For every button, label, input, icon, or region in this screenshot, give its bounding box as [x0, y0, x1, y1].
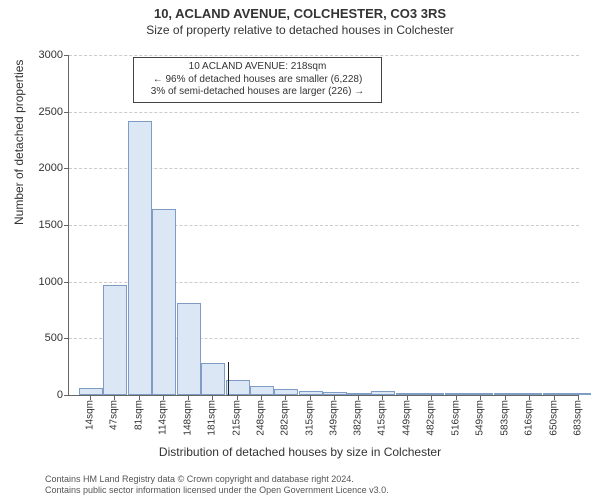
y-tick-mark — [64, 395, 69, 396]
footer-line2: Contains public sector information licen… — [45, 485, 389, 496]
histogram-bar — [494, 393, 518, 395]
histogram-bar — [274, 389, 298, 395]
x-tick-label: 14sqm — [85, 400, 96, 430]
annotation-line3: 3% of semi-detached houses are larger (2… — [140, 86, 375, 99]
y-tick-label: 0 — [13, 389, 63, 401]
x-tick-label: 349sqm — [329, 400, 340, 436]
x-tick-label: 114sqm — [158, 400, 169, 435]
histogram-bar — [103, 285, 127, 395]
x-tick-label: 382sqm — [353, 400, 364, 436]
x-tick-label: 215sqm — [231, 400, 242, 436]
x-tick-label: 482sqm — [426, 400, 437, 436]
footer-line1: Contains HM Land Registry data © Crown c… — [45, 474, 389, 485]
x-tick-label: 449sqm — [402, 400, 413, 436]
x-tick-label: 181sqm — [206, 400, 217, 436]
x-tick-label: 148sqm — [182, 400, 193, 436]
grid-line — [69, 112, 579, 113]
chart-subtitle: Size of property relative to detached ho… — [0, 21, 600, 37]
histogram-bar — [152, 209, 176, 395]
y-tick-label: 2500 — [13, 106, 63, 118]
histogram-bar — [250, 386, 274, 395]
histogram-bar — [299, 391, 323, 395]
histogram-bar — [177, 303, 201, 395]
chart-plot-area: 050010001500200025003000 10 ACLAND AVENU… — [68, 55, 578, 395]
y-tick-mark — [64, 338, 69, 339]
y-axis-label: Number of detached properties — [12, 60, 26, 225]
x-tick-label: 315sqm — [304, 400, 315, 436]
x-tick-label: 616sqm — [523, 400, 534, 436]
histogram-bar — [201, 363, 225, 395]
histogram-bar — [396, 393, 420, 395]
x-tick-label: 282sqm — [280, 400, 291, 436]
y-tick-mark — [64, 282, 69, 283]
x-tick-label: 415sqm — [377, 400, 388, 436]
annotation-line1: 10 ACLAND AVENUE: 218sqm — [140, 61, 375, 74]
footer-attribution: Contains HM Land Registry data © Crown c… — [45, 474, 389, 496]
y-tick-mark — [64, 225, 69, 226]
histogram-bar — [567, 393, 591, 395]
chart-title-address: 10, ACLAND AVENUE, COLCHESTER, CO3 3RS — [0, 0, 600, 21]
histogram-bar — [469, 393, 493, 395]
x-tick-label: 549sqm — [475, 400, 486, 436]
y-tick-label: 3000 — [13, 49, 63, 61]
x-tick-label: 650sqm — [548, 400, 559, 436]
histogram-bar — [445, 393, 469, 395]
histogram-bar — [79, 388, 103, 395]
x-tick-label: 583sqm — [499, 400, 510, 436]
y-tick-mark — [64, 168, 69, 169]
histogram-bar — [323, 392, 347, 395]
y-tick-label: 500 — [13, 332, 63, 344]
y-tick-label: 2000 — [13, 162, 63, 174]
histogram-bar — [347, 393, 371, 395]
y-tick-mark — [64, 112, 69, 113]
annotation-box: 10 ACLAND AVENUE: 218sqm ← 96% of detach… — [133, 57, 382, 103]
property-marker-line — [228, 362, 229, 395]
x-tick-label: 248sqm — [255, 400, 266, 436]
y-tick-label: 1500 — [13, 219, 63, 231]
x-tick-label: 683sqm — [572, 400, 583, 436]
annotation-line2: ← 96% of detached houses are smaller (6,… — [140, 74, 375, 87]
histogram-bar — [518, 393, 542, 395]
grid-line — [69, 55, 579, 56]
plot-region: 050010001500200025003000 — [68, 55, 579, 396]
x-tick-label: 81sqm — [134, 400, 145, 430]
y-tick-mark — [64, 55, 69, 56]
x-tick-label: 47sqm — [109, 400, 120, 430]
x-tick-label: 516sqm — [450, 400, 461, 436]
y-tick-label: 1000 — [13, 276, 63, 288]
histogram-bar — [543, 393, 567, 395]
histogram-bar — [128, 121, 152, 395]
histogram-bar — [226, 380, 250, 395]
x-axis-label: Distribution of detached houses by size … — [0, 445, 600, 459]
